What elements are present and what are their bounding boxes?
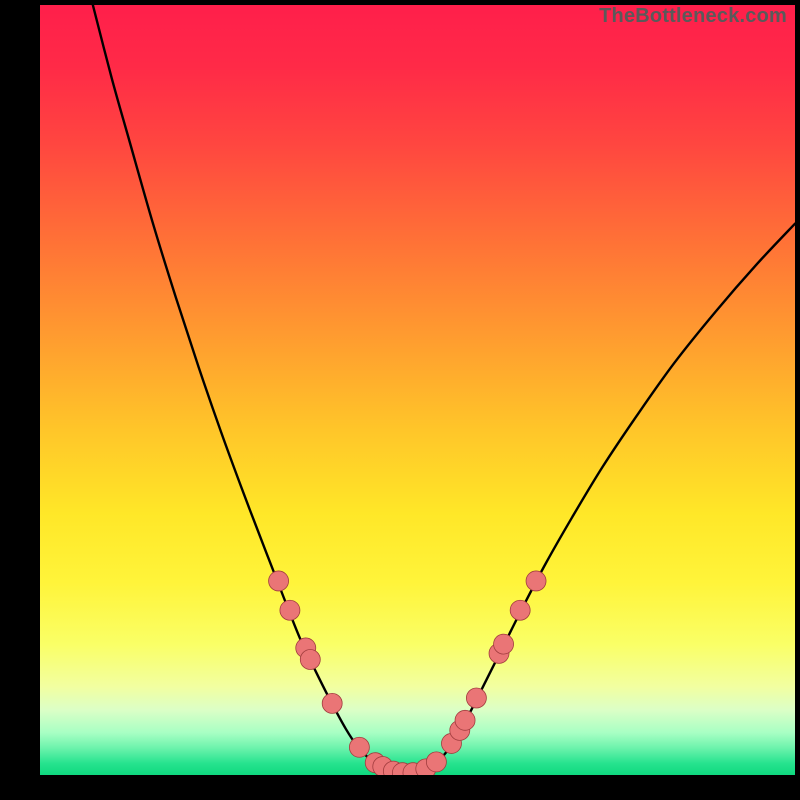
chart-frame: TheBottleneck.com: [0, 0, 800, 800]
marker-dot: [280, 600, 300, 620]
marker-dot: [322, 693, 342, 713]
marker-group: [269, 571, 546, 775]
watermark-text: TheBottleneck.com: [599, 5, 787, 28]
marker-dot: [494, 634, 514, 654]
marker-dot: [526, 571, 546, 591]
v-curve: [93, 5, 795, 774]
marker-dot: [466, 688, 486, 708]
marker-dot: [300, 650, 320, 670]
plot-area: TheBottleneck.com: [40, 5, 795, 775]
marker-dot: [455, 710, 475, 730]
marker-dot: [426, 752, 446, 772]
marker-dot: [349, 737, 369, 757]
marker-dot: [269, 571, 289, 591]
marker-dot: [510, 600, 530, 620]
curve-layer: [40, 5, 795, 775]
